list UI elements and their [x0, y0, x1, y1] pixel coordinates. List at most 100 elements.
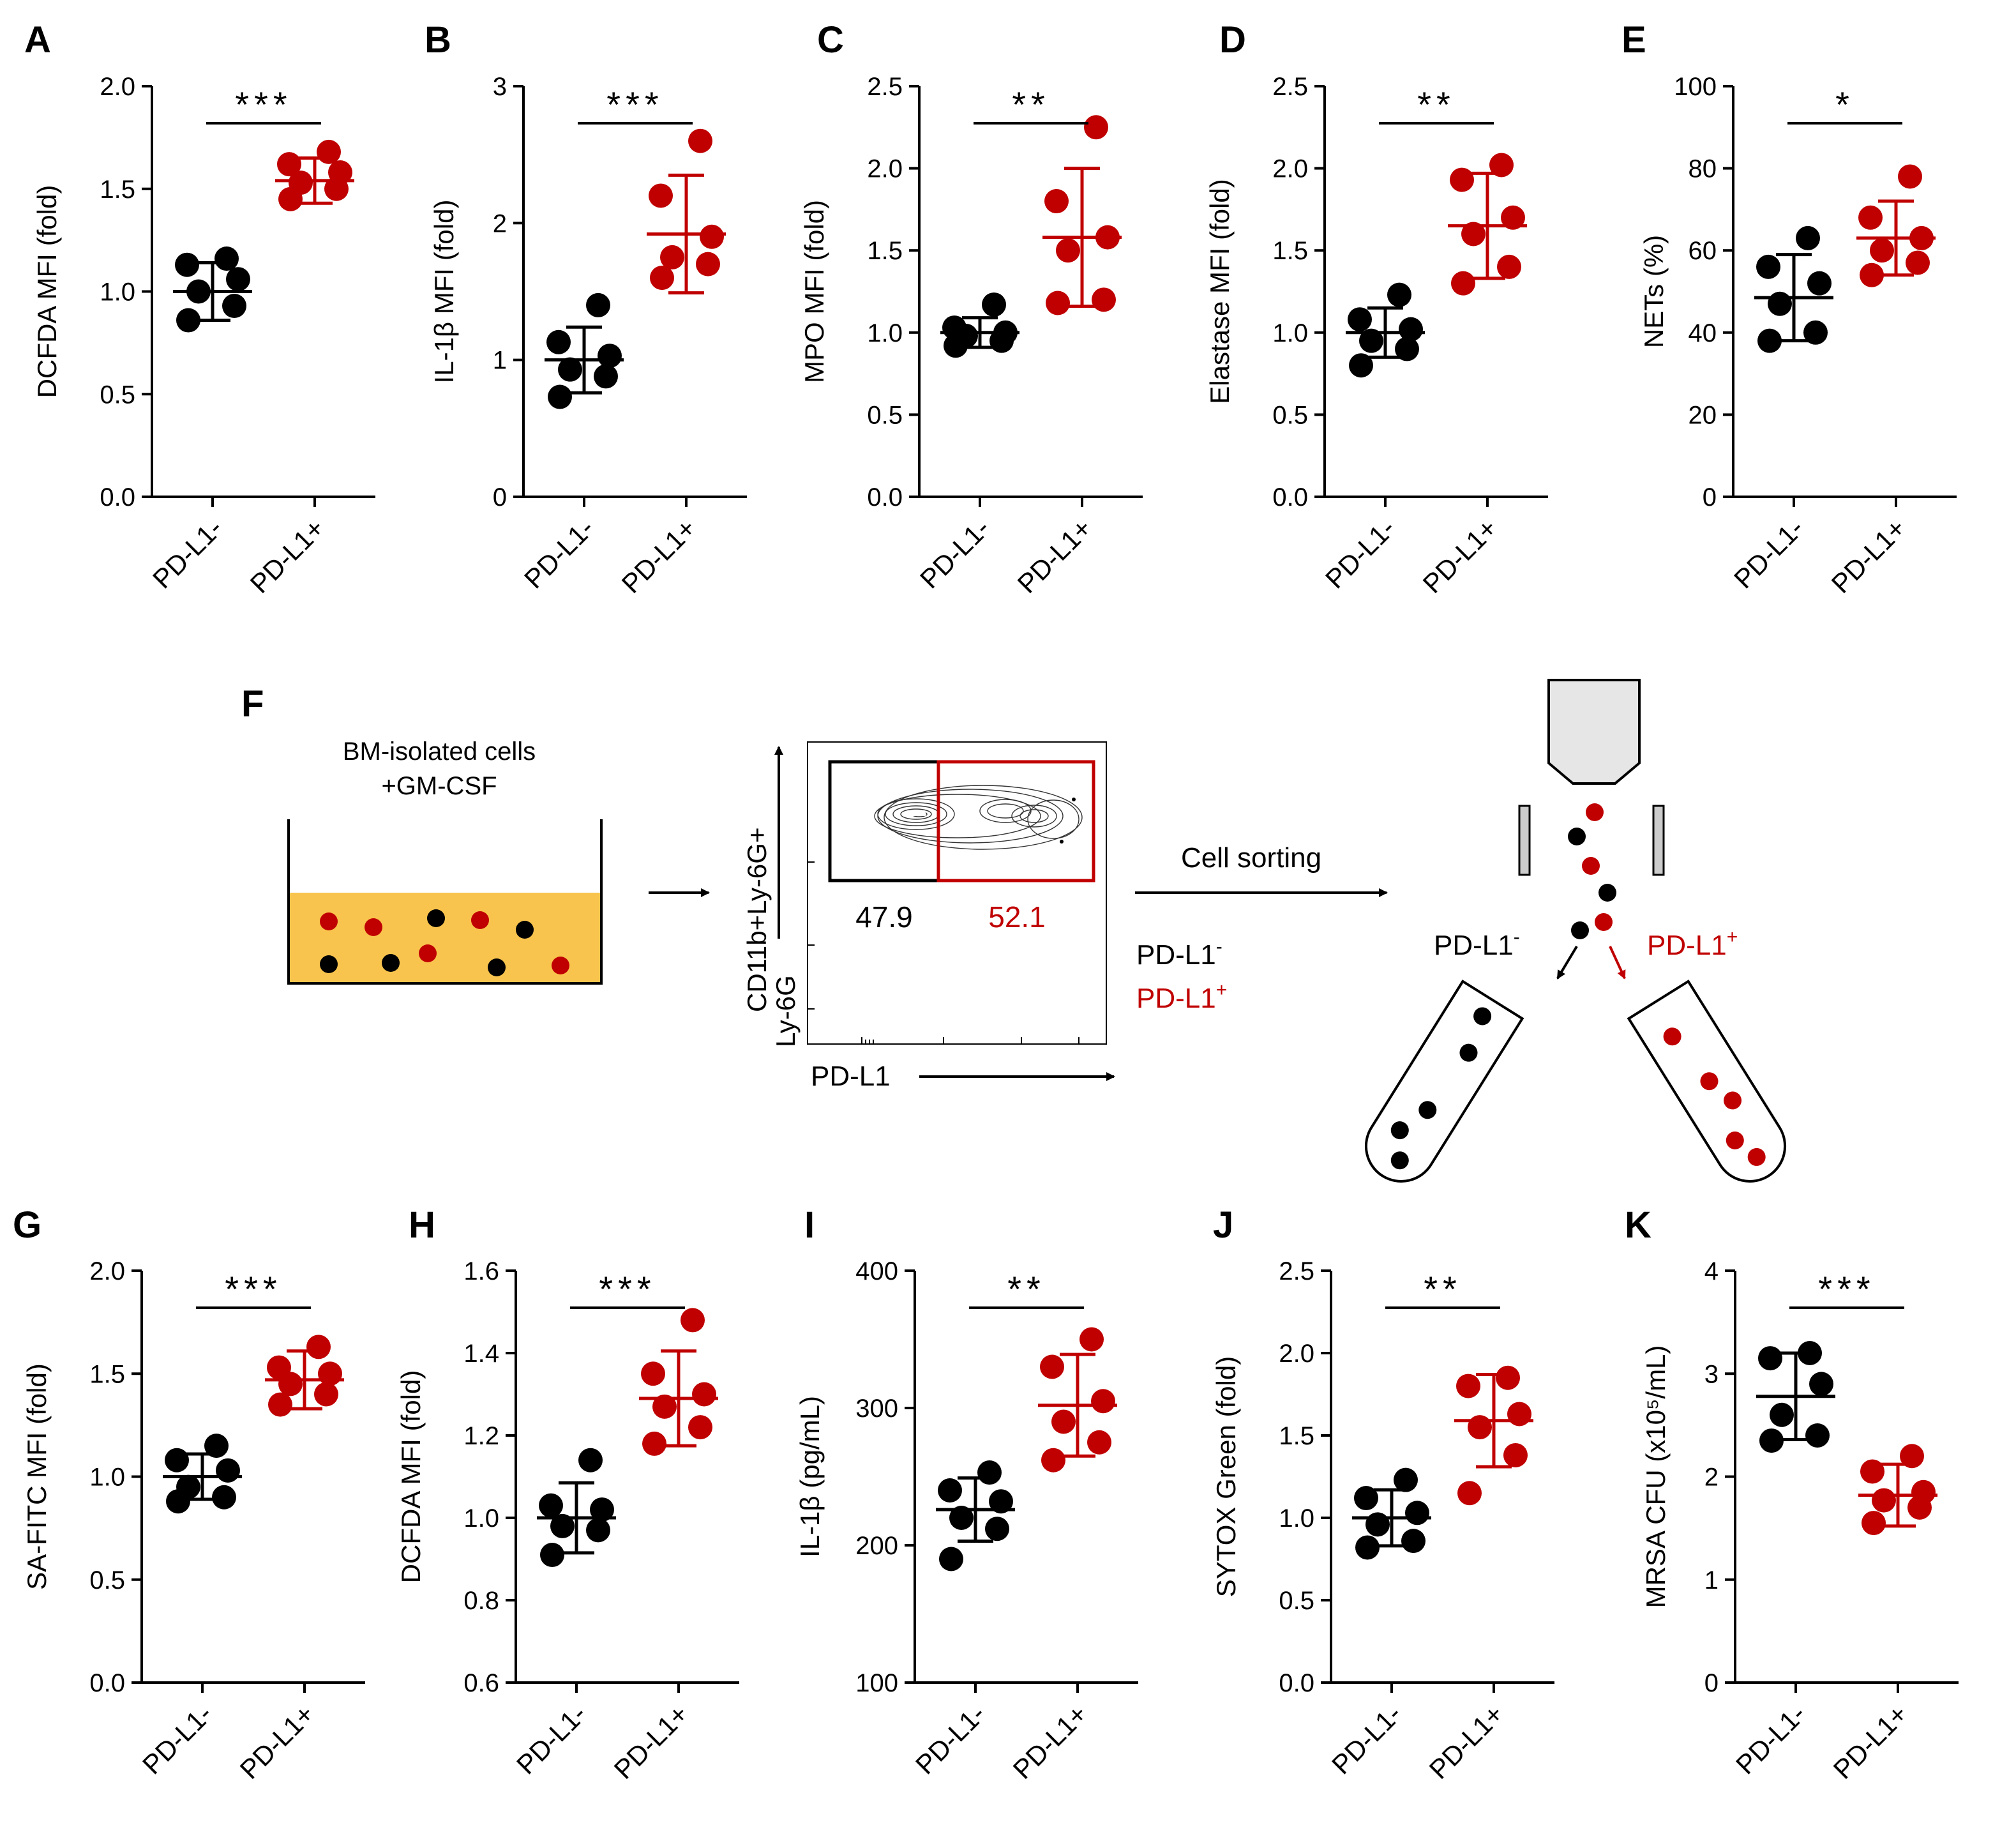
data-point: [1405, 1501, 1429, 1525]
y-tick-label: 80: [1689, 155, 1717, 183]
data-point: [1087, 1430, 1111, 1455]
data-point: [1092, 287, 1116, 312]
data-point: [1807, 271, 1832, 296]
data-point: [306, 1335, 331, 1359]
x-tick-label: PD-L1+: [1417, 513, 1503, 599]
data-point: [1805, 1423, 1830, 1448]
significance-stars: ***: [235, 84, 292, 125]
sorter-neg-label: PD-L1-: [1434, 927, 1520, 961]
y-tick-label: 2.5: [1272, 73, 1308, 101]
gate-pd-l1-negative: [828, 760, 940, 882]
gate-neg-value: 47.9: [855, 900, 913, 934]
data-point: [681, 1308, 705, 1333]
data-point: [540, 1543, 564, 1568]
data-point: [1354, 1486, 1378, 1511]
data-point: [214, 246, 239, 271]
y-tick-label: 2.0: [100, 73, 135, 101]
gate-pd-l1-positive: [937, 760, 1095, 882]
y-tick-label: 2.0: [867, 155, 903, 183]
x-tick-label: PD-L1+: [1828, 1699, 1914, 1785]
sort-arrow-negative: [1556, 945, 1578, 980]
data-point: [1870, 238, 1894, 263]
data-point: [1387, 282, 1411, 307]
droplet-stream: [1568, 803, 1616, 939]
y-axis-label: Elastase MFI (fold): [1205, 179, 1235, 404]
y-tick-label: 200: [855, 1532, 898, 1560]
x-tick-label: PD-L1+: [244, 513, 331, 599]
deflection-plate-right: [1652, 805, 1665, 876]
y-axis-label: IL-1β MFI (fold): [429, 200, 459, 384]
x-tick-label: PD-L1-: [518, 513, 599, 594]
gate-pos-value: 52.1: [988, 900, 1046, 934]
data-point: [700, 224, 724, 249]
data-point: [1401, 1529, 1425, 1554]
dish-label-line2: +GM-CSF: [381, 772, 497, 800]
data-point: [318, 1361, 342, 1386]
data-point: [586, 1518, 610, 1543]
sorter-neg-sup: -: [1514, 927, 1520, 948]
x-tick-label: PD-L1+: [1012, 513, 1098, 599]
y-tick-label: 1: [1704, 1566, 1719, 1594]
y-tick-label: 3: [493, 73, 507, 101]
data-point: [1359, 328, 1383, 353]
deflection-plate-left: [1518, 805, 1531, 876]
tube-pd-l1-negative: [1364, 980, 1524, 1183]
sorter-pos-label: PD-L1+: [1647, 927, 1738, 961]
significance-stars: **: [1417, 84, 1456, 125]
y-tick-label: 300: [855, 1395, 898, 1423]
data-point: [222, 294, 246, 319]
data-point: [1051, 1409, 1076, 1434]
data-point: [175, 252, 199, 277]
panel-letter-f: F: [241, 683, 264, 725]
x-tick-label: PD-L1+: [1826, 513, 1912, 599]
y-tick-label: 1.0: [89, 1464, 125, 1492]
panel-letter-g: G: [13, 1204, 41, 1246]
x-tick-label: PD-L1-: [910, 1699, 991, 1780]
x-tick-label: PD-L1+: [234, 1699, 320, 1785]
y-tick-label: 1.0: [1279, 1504, 1314, 1533]
data-point: [1046, 291, 1070, 315]
data-point: [949, 1506, 974, 1530]
y-tick-label: 1.5: [1279, 1422, 1314, 1450]
data-point: [1906, 250, 1930, 275]
y-tick-label: 2.0: [1272, 155, 1308, 183]
data-point: [1911, 1480, 1936, 1504]
y-tick-label: 0.5: [1272, 401, 1308, 429]
culture-medium: [289, 893, 601, 983]
data-point: [649, 183, 673, 208]
legend-pd-l1-positive: PD-L1+: [1136, 980, 1227, 1014]
significance-stars: ***: [225, 1269, 282, 1309]
y-tick-label: 2.5: [867, 73, 903, 101]
flow-x-label: PD-L1: [811, 1061, 891, 1092]
data-point: [1862, 1511, 1886, 1536]
data-point: [982, 292, 1006, 317]
y-axis-label: MRSA CFU (x10⁵/mL): [1641, 1345, 1671, 1609]
sorter-pos-text: PD-L1: [1647, 930, 1727, 961]
flow-y-ticks: [808, 861, 815, 1010]
panel-letter-i: I: [804, 1204, 815, 1246]
data-point: [1451, 271, 1475, 296]
cell-sorting-label: Cell sorting: [1181, 842, 1321, 874]
data-point: [1399, 317, 1423, 342]
data-point: [1860, 262, 1884, 287]
y-tick-label: 40: [1689, 319, 1717, 347]
data-point: [1056, 238, 1080, 263]
data-point: [328, 160, 352, 185]
data-point: [692, 1382, 716, 1407]
y-tick-label: 0.0: [89, 1669, 125, 1697]
data-point: [594, 364, 618, 389]
y-axis-label: SA-FITC MFI (fold): [22, 1363, 52, 1590]
y-tick-label: 400: [855, 1257, 898, 1285]
flow-event: [1060, 840, 1064, 844]
data-point: [1365, 1512, 1390, 1537]
y-tick-label: 100: [1674, 73, 1717, 101]
data-point: [1872, 1488, 1896, 1513]
data-point: [314, 1382, 338, 1407]
y-axis-label: SYTOX Green (fold): [1211, 1356, 1241, 1597]
data-point: [1489, 153, 1514, 178]
panel-letter-b: B: [425, 19, 451, 61]
data-point: [1756, 254, 1780, 279]
y-axis-label: MPO MFI (fold): [799, 200, 829, 383]
y-tick-label: 1.0: [463, 1504, 499, 1533]
